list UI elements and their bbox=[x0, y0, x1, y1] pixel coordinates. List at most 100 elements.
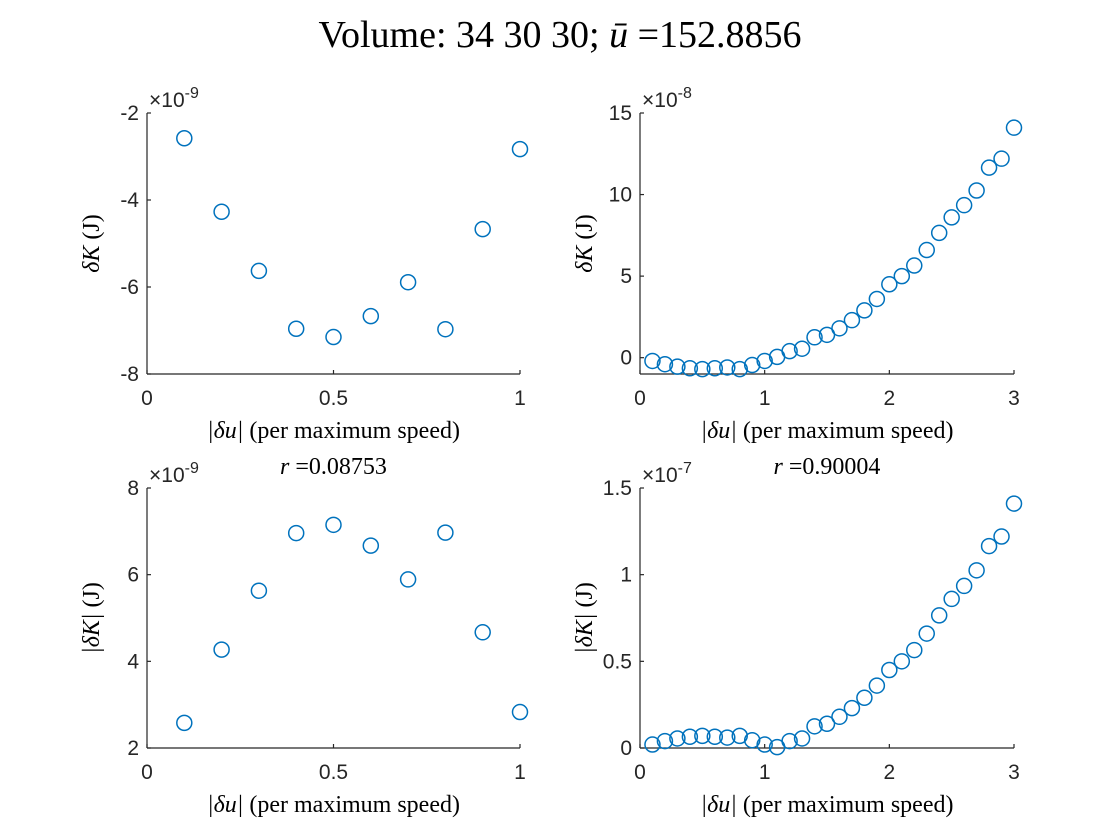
chart-bottom-left-exponent-base: ×10 bbox=[149, 464, 185, 487]
chart-bottom-right-point bbox=[719, 729, 736, 746]
chart-bottom-right-x-tick-label: 1 bbox=[759, 761, 771, 784]
chart-top-left-xlabel-math: |δu| bbox=[207, 418, 243, 444]
chart-bottom-right-point bbox=[818, 715, 836, 732]
chart-top-right-exponent-label: ×10-8 bbox=[642, 85, 692, 112]
chart-bottom-left-title-value: =0.08753 bbox=[289, 454, 387, 480]
chart-bottom-right-x-tick-label: 0 bbox=[634, 761, 646, 784]
chart-bottom-right-xlabel: |δu| (per maximum speed) bbox=[701, 792, 954, 818]
chart-bottom-right-point bbox=[806, 718, 823, 735]
chart-bottom-left-x-tick-label: 0.5 bbox=[319, 761, 348, 784]
chart-bottom-left-ylabel: |δK| (J) bbox=[79, 582, 105, 654]
chart-top-right-point bbox=[743, 356, 761, 374]
chart-top-right-xlabel-math: |δu| bbox=[701, 418, 737, 444]
chart-bottom-left-exponent-label: ×10-9 bbox=[149, 460, 199, 487]
chart-bottom-left-x-tick-label: 0 bbox=[141, 761, 153, 784]
chart-top-right-y-tick-label: 0 bbox=[620, 347, 632, 370]
chart-top-right-point bbox=[843, 311, 861, 329]
chart-top-left-point bbox=[250, 262, 268, 280]
chart-bottom-right-point bbox=[781, 732, 798, 750]
chart-bottom-right-point bbox=[906, 641, 923, 659]
chart-bottom-right-point bbox=[930, 607, 948, 624]
chart-top-left-xlabel: |δu| (per maximum speed) bbox=[207, 418, 460, 444]
chart-top-right-ylabel-text: (J) bbox=[572, 214, 598, 245]
chart-bottom-right-ylabel-text: (J) bbox=[572, 582, 598, 613]
chart-top-left-exponent-base: ×10 bbox=[149, 89, 185, 112]
chart-bottom-right-title: r =0.90004 bbox=[774, 454, 881, 480]
chart-top-right-point bbox=[893, 267, 911, 285]
chart-top-right-point bbox=[980, 159, 998, 176]
chart-top-right-point bbox=[719, 359, 736, 376]
chart-top-left-x-tick-label: 0.5 bbox=[319, 387, 348, 410]
chart-bottom-left-point bbox=[176, 714, 193, 732]
chart-bottom-right-point bbox=[955, 577, 973, 595]
chart-bottom-right-point bbox=[993, 528, 1010, 545]
chart-top-right-point bbox=[806, 329, 823, 346]
chart-top-left: 0 0.5 1 -8 -6 -4 -2 ×10-9 |δu| (per maximum spee… bbox=[79, 85, 529, 444]
chart-bottom-right-point bbox=[831, 708, 848, 726]
chart-top-right-point bbox=[731, 360, 748, 378]
chart-bottom-right-point bbox=[756, 736, 773, 753]
chart-top-left-point bbox=[362, 307, 380, 325]
chart-bottom-left-point bbox=[362, 537, 380, 554]
chart-bottom-right-y-tick-label: 1 bbox=[620, 564, 632, 587]
chart-top-right-xlabel: |δu| (per maximum speed) bbox=[701, 418, 954, 444]
chart-top-right-y-tick-label: 5 bbox=[620, 265, 632, 288]
chart-bottom-left-xlabel: |δu| (per maximum speed) bbox=[207, 792, 460, 818]
chart-bottom-right-y-tick-label: 0 bbox=[620, 737, 632, 760]
chart-top-right-exponent-base: ×10 bbox=[642, 89, 678, 112]
chart-top-right-point bbox=[881, 276, 898, 293]
chart-bottom-right-exponent-base: ×10 bbox=[642, 464, 678, 487]
chart-top-left-point bbox=[511, 140, 529, 158]
chart-bottom-right-point bbox=[918, 625, 935, 642]
chart-bottom-right-point bbox=[893, 653, 911, 670]
chart-bottom-right-point bbox=[793, 730, 811, 747]
chart-top-left-point bbox=[474, 220, 491, 238]
chart-top-right-exponent-power: -8 bbox=[678, 85, 692, 102]
chart-top-right-y-tick-label: 10 bbox=[609, 184, 632, 207]
chart-bottom-left-y-tick-label: 8 bbox=[127, 477, 139, 500]
chart-bottom-left: 0 0.5 1 2 4 6 8 ×10-9 r =0.08753 |δu| (per maximu… bbox=[79, 454, 529, 818]
chart-top-right-point bbox=[669, 358, 686, 375]
chart-bottom-left-point bbox=[437, 524, 454, 541]
chart-top-left-x-tick-label: 1 bbox=[514, 387, 526, 410]
chart-bottom-right-point bbox=[669, 730, 686, 747]
chart-top-right-point bbox=[656, 355, 674, 373]
chart-bottom-left-point bbox=[474, 624, 491, 641]
chart-top-left-point bbox=[399, 273, 417, 291]
chart-bottom-right-point bbox=[706, 728, 724, 745]
chart-top-left-y-tick-label: -4 bbox=[120, 189, 139, 212]
chart-top-left-ylabel: δK (J) bbox=[79, 214, 105, 273]
chart-bottom-left-y-tick-label: 2 bbox=[127, 737, 139, 760]
chart-top-left-ylabel-text: (J) bbox=[79, 214, 105, 245]
chart-top-right-point bbox=[756, 352, 773, 370]
chart-bottom-left-point bbox=[325, 516, 342, 534]
chart-top-left-y-tick-label: -8 bbox=[120, 363, 139, 386]
chart-bottom-left-point bbox=[511, 703, 529, 721]
chart-top-right-point bbox=[681, 360, 699, 377]
chart-bottom-right-ylabel-math: |δK| bbox=[572, 613, 598, 653]
chart-top-left-point bbox=[437, 320, 454, 338]
chart-bottom-right-y-tick-label: 1.5 bbox=[603, 477, 632, 500]
chart-top-left-exponent-label: ×10-9 bbox=[149, 85, 199, 112]
chart-top-right-point bbox=[868, 290, 886, 308]
chart-bottom-right-y-tick-label: 0.5 bbox=[603, 650, 632, 673]
chart-bottom-left-ylabel-math: |δK| bbox=[79, 613, 105, 653]
chart-bottom-right-x-tick-label: 3 bbox=[1008, 761, 1020, 784]
chart-top-right-point bbox=[793, 340, 811, 357]
chart-bottom-left-exponent-power: -9 bbox=[185, 460, 199, 477]
chart-bottom-right-point bbox=[743, 731, 761, 749]
chart-top-right-point bbox=[831, 320, 848, 337]
chart-top-left-point bbox=[213, 203, 230, 220]
chart-top-left-point bbox=[287, 320, 305, 338]
chart-bottom-right-exponent-power: -7 bbox=[678, 460, 692, 477]
chart-bottom-right-point bbox=[644, 736, 661, 753]
chart-bottom-right-x-tick-label: 2 bbox=[883, 761, 895, 784]
chart-top-left-y-tick-label: -6 bbox=[120, 276, 139, 299]
chart-top-left-x-tick-label: 0 bbox=[141, 387, 153, 410]
figure-title-suffix: =152.8856 bbox=[628, 14, 801, 56]
chart-top-right-xlabel-text: (per maximum speed) bbox=[737, 418, 954, 444]
chart-top-right-point bbox=[694, 360, 711, 378]
chart-bottom-right-point bbox=[943, 590, 960, 608]
chart-bottom-left-point bbox=[250, 582, 268, 599]
